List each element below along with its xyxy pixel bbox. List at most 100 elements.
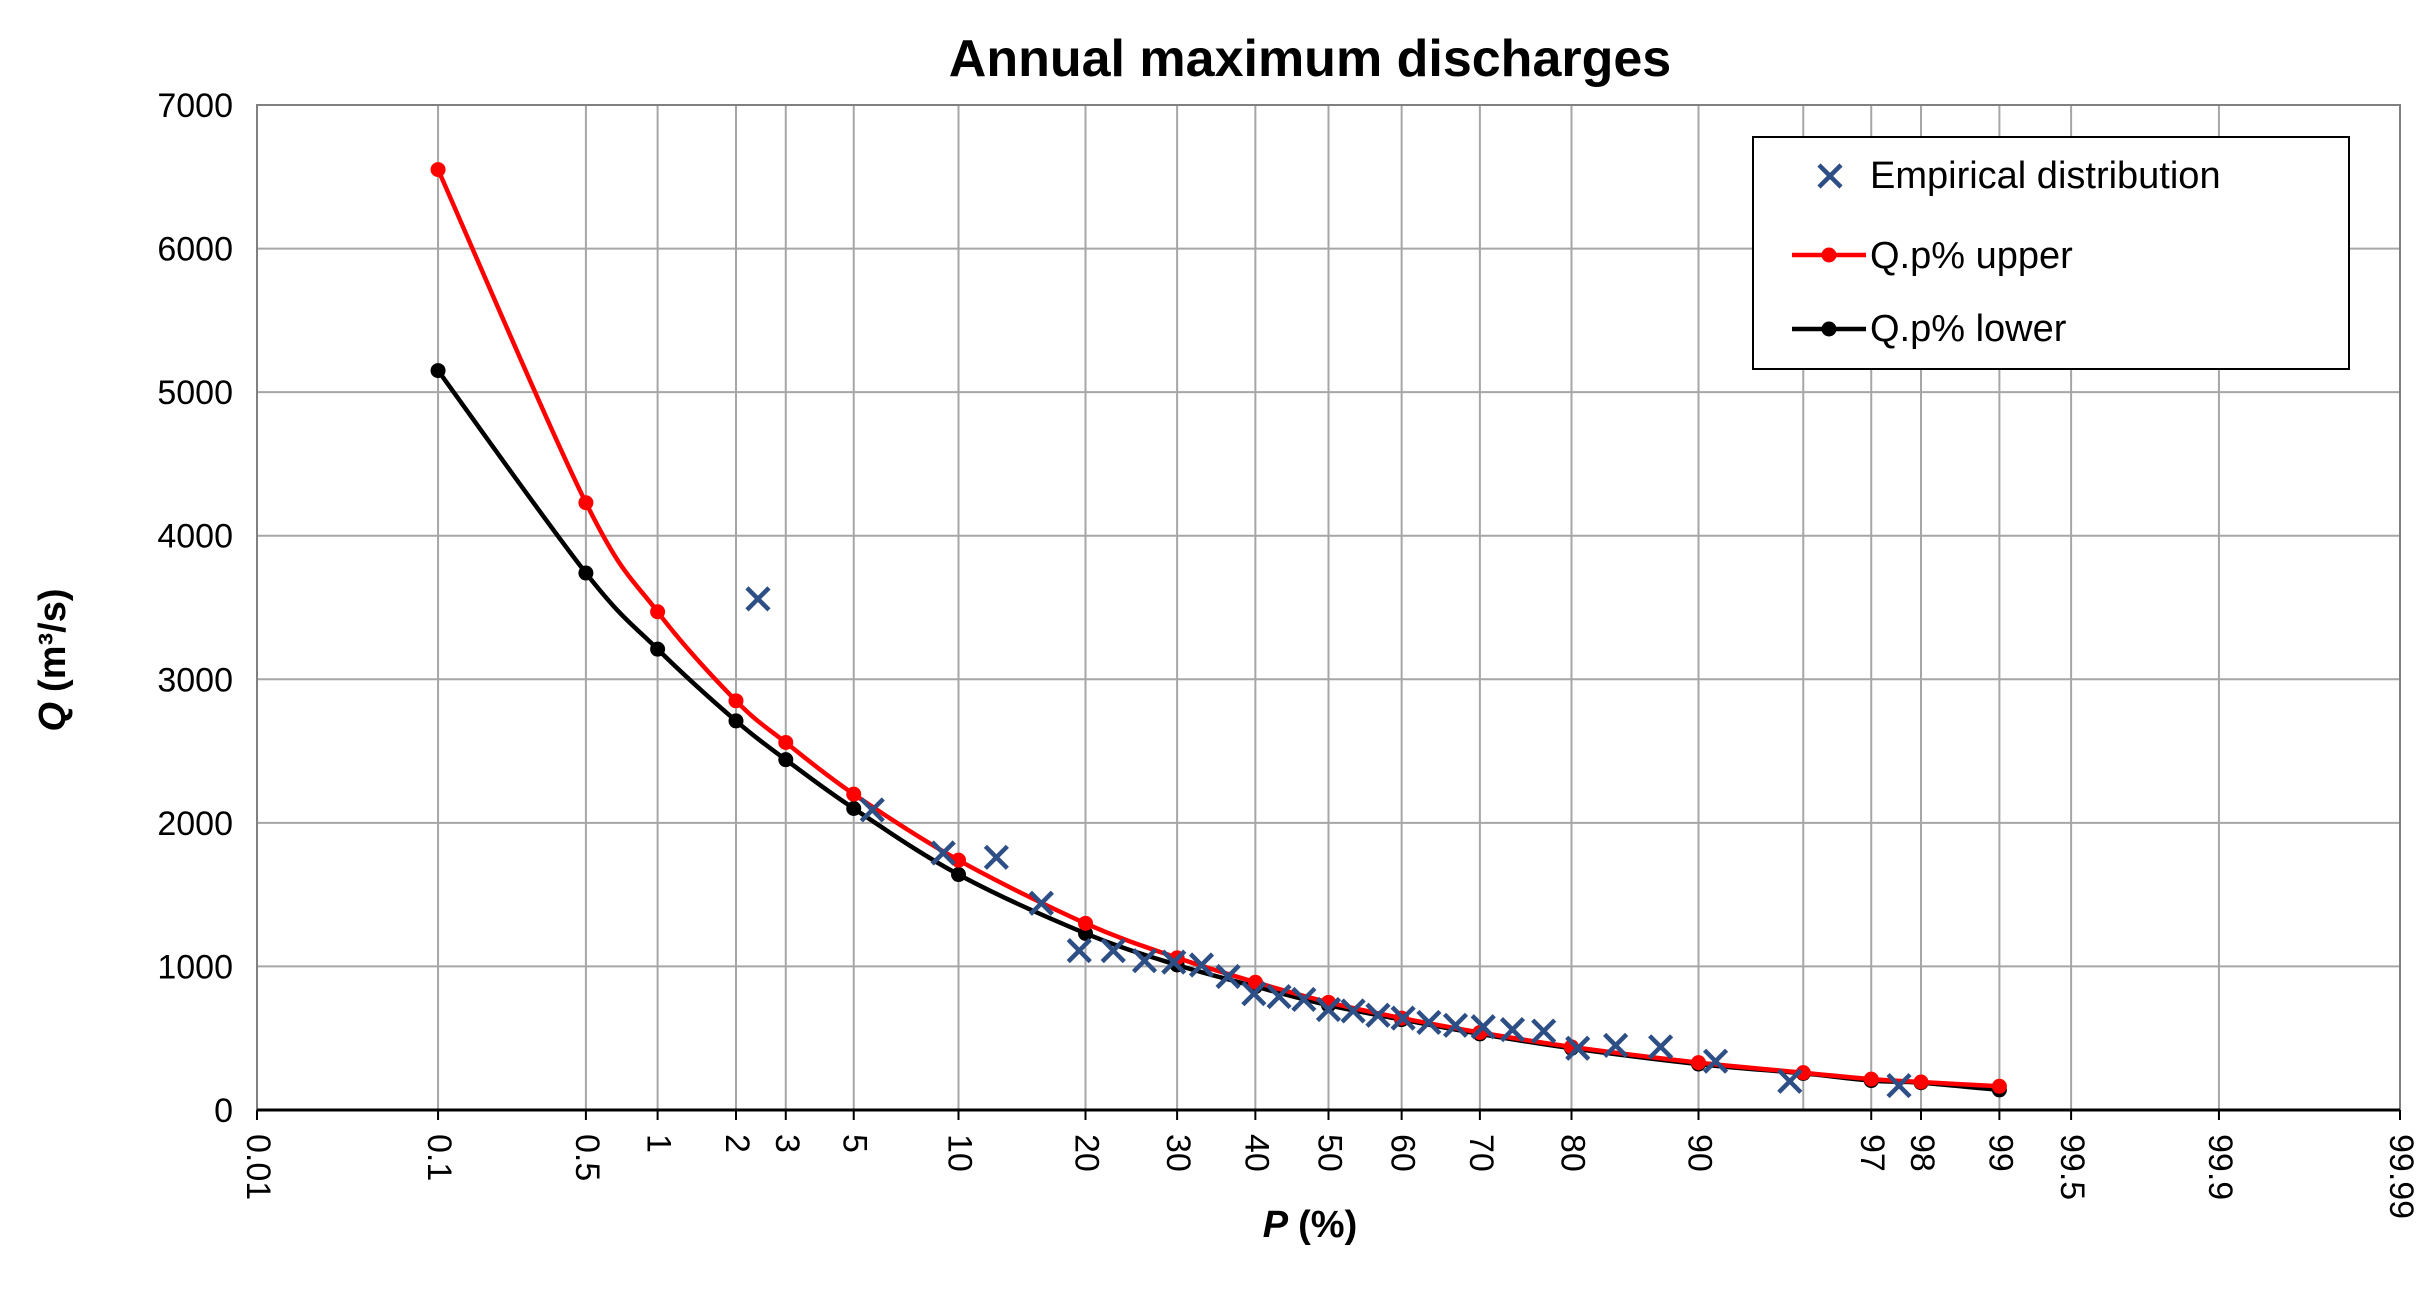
empirical-point <box>1241 981 1267 1007</box>
series-point-1 <box>1913 1074 1929 1090</box>
empirical-point <box>1066 938 1092 964</box>
y-tick-label: 0 <box>214 1092 233 1130</box>
y-tick-label: 2000 <box>157 805 233 843</box>
x-tick-label: 97 <box>1853 1134 1891 1172</box>
x-tick-label: 98 <box>1903 1134 1941 1172</box>
series-point-1 <box>1078 915 1094 931</box>
empirical-point <box>1100 938 1126 964</box>
legend-entry-upper: Q.p% upper <box>1792 235 2073 277</box>
x-axis-unit: (%) <box>1298 1204 1357 1246</box>
legend: Empirical distribution Q.p% upper Q.p% l… <box>1752 136 2350 370</box>
x-tick-label: 50 <box>1311 1134 1349 1172</box>
series-point-1 <box>1863 1071 1879 1087</box>
legend-entry-lower: Q.p% lower <box>1792 308 2067 350</box>
empirical-point <box>1499 1017 1526 1043</box>
series-point-1 <box>951 852 967 868</box>
series-point-2 <box>650 641 666 657</box>
x-tick-label: 30 <box>1159 1134 1197 1172</box>
x-tick-label: 99.5 <box>2053 1134 2091 1200</box>
series-line-1 <box>436 168 2000 1089</box>
empirical-point <box>930 840 956 866</box>
empirical-point <box>1565 1035 1591 1061</box>
empirical-point <box>1416 1009 1442 1036</box>
x-tick-label: 1 <box>640 1134 678 1153</box>
tick-layer: 0 1000 2000 3000 4000 5000 6000 7000 0.01 0.1 0.5 1… <box>157 87 2420 1219</box>
y-tick-label: 4000 <box>157 518 233 556</box>
empirical-point <box>1131 948 1158 974</box>
empirical-point <box>1365 1002 1391 1028</box>
series-point-1 <box>778 734 794 750</box>
y-tick-label: 6000 <box>157 231 233 269</box>
chart-title: Annual maximum discharges <box>949 30 1671 88</box>
legend-line-red-icon <box>1792 247 1866 263</box>
x-tick-label: 0.1 <box>420 1134 458 1181</box>
x-tick-label: 99.9 <box>2201 1134 2239 1200</box>
series-point-1 <box>578 495 594 511</box>
y-tick-label: 7000 <box>157 87 233 125</box>
legend-label-empirical: Empirical distribution <box>1870 155 2221 197</box>
legend-label-upper: Q.p% upper <box>1870 235 2073 277</box>
y-tick-label: 5000 <box>157 374 233 412</box>
x-tick-label: 99.99 <box>2382 1134 2420 1219</box>
empirical-point <box>1531 1018 1557 1044</box>
series-point-2 <box>430 363 446 379</box>
empirical-point <box>1161 949 1187 975</box>
series-point-1 <box>1991 1078 2007 1094</box>
empirical-point <box>1470 1014 1496 1040</box>
data-layer <box>430 162 2007 1099</box>
empirical-point <box>1340 998 1366 1024</box>
empirical-point <box>1028 890 1054 916</box>
y-axis-unit: (m³/s) <box>32 588 74 691</box>
x-tick-label: 20 <box>1068 1134 1106 1172</box>
series-point-2 <box>728 713 744 729</box>
legend-entry-empirical: Empirical distribution <box>1817 155 2221 197</box>
x-tick-label: 40 <box>1237 1134 1275 1172</box>
empirical-point <box>859 797 885 823</box>
y-axis-label: Q (m³/s) <box>32 588 74 731</box>
x-tick-label: 90 <box>1680 1134 1718 1172</box>
empirical-point <box>1648 1034 1674 1060</box>
x-tick-label: 0.01 <box>239 1134 277 1200</box>
legend-dot <box>1821 321 1837 337</box>
x-tick-label: 0.5 <box>568 1134 606 1181</box>
x-tick-label: 3 <box>768 1134 806 1153</box>
empirical-point <box>1215 963 1241 990</box>
series-point-1 <box>1690 1055 1706 1071</box>
series-point-2 <box>578 565 594 581</box>
x-tick-label: 60 <box>1384 1134 1422 1172</box>
empirical-point <box>1603 1032 1629 1058</box>
legend-x-marker <box>1817 163 1843 189</box>
series-point-1 <box>728 693 744 709</box>
series-point-1 <box>650 604 666 620</box>
legend-line-black-icon <box>1792 321 1866 337</box>
legend-marker-x-icon <box>1817 163 1843 189</box>
empirical-point <box>1266 983 1292 1010</box>
empirical-point <box>745 586 771 612</box>
empirical-point <box>1291 986 1317 1013</box>
empirical-point <box>1188 952 1215 978</box>
legend-dot <box>1821 247 1837 263</box>
series-point-1 <box>846 786 862 802</box>
y-tick-label: 3000 <box>157 661 233 699</box>
x-tick-label: 99 <box>1981 1134 2019 1172</box>
y-axis-var: Q <box>32 702 74 732</box>
x-tick-label: 80 <box>1553 1134 1591 1172</box>
x-axis-label: P (%) <box>1263 1204 1357 1246</box>
y-tick-label: 1000 <box>157 948 233 986</box>
x-tick-label: 10 <box>941 1134 979 1172</box>
empirical-point <box>1886 1073 1912 1099</box>
empirical-point <box>1442 1012 1469 1038</box>
empirical-point <box>1777 1068 1803 1094</box>
series-point-2 <box>951 867 967 883</box>
x-tick-label: 70 <box>1462 1134 1500 1172</box>
x-tick-label: 2 <box>718 1134 756 1153</box>
empirical-point <box>983 844 1009 870</box>
series-point-1 <box>430 162 446 178</box>
empirical-point <box>1390 1005 1416 1031</box>
x-axis-var: P <box>1263 1204 1289 1246</box>
empirical-point <box>1702 1048 1729 1074</box>
legend-label-lower: Q.p% lower <box>1870 308 2067 350</box>
x-tick-label: 5 <box>836 1134 874 1153</box>
